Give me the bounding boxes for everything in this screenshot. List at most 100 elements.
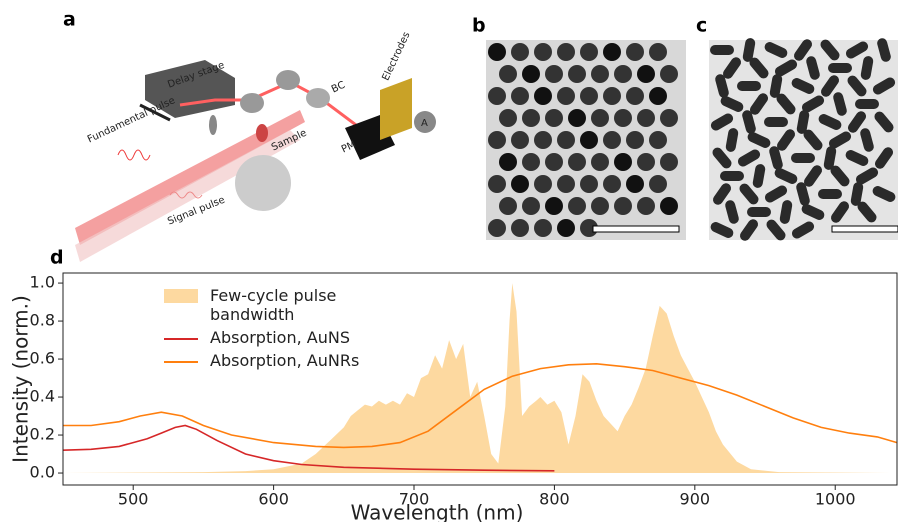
nanosphere: [603, 43, 621, 61]
x-axis-label: Wavelength (nm): [351, 501, 524, 522]
nanosphere: [511, 43, 529, 61]
nanosphere: [557, 87, 575, 105]
x-tick-label: 500: [118, 490, 149, 509]
nanosphere: [522, 109, 540, 127]
nanorod: [818, 189, 842, 199]
nanosphere: [637, 153, 655, 171]
legend-label: Absorption, AuNRs: [210, 351, 410, 370]
nanosphere: [614, 65, 632, 83]
nanosphere: [591, 109, 609, 127]
y-axis-label: Intensity (norm.): [9, 295, 33, 463]
nanosphere: [568, 153, 586, 171]
nanosphere: [534, 43, 552, 61]
nanosphere: [626, 131, 644, 149]
panel-label: b: [472, 15, 486, 37]
nanosphere: [534, 175, 552, 193]
nanorod: [855, 99, 879, 109]
nanosphere: [637, 109, 655, 127]
nanosphere: [488, 43, 506, 61]
x-tick-label: 600: [258, 490, 289, 509]
sample-zoom: [235, 155, 291, 211]
nanosphere: [649, 87, 667, 105]
nanosphere: [522, 197, 540, 215]
micrograph-particles: [488, 37, 897, 243]
nanosphere: [488, 131, 506, 149]
y-tick-label: 1.0: [30, 273, 55, 292]
electrodes: [380, 78, 412, 140]
nanosphere: [568, 109, 586, 127]
legend-item: Absorption, AuNRs: [160, 351, 410, 370]
nanosphere: [568, 197, 586, 215]
legend-swatch: [164, 361, 198, 363]
nanosphere: [591, 153, 609, 171]
scale-bar: [832, 226, 898, 232]
nanorod: [720, 171, 744, 181]
nanosphere: [637, 197, 655, 215]
figure: Delay stage Fundamental pulse Sample BC …: [0, 0, 898, 522]
nanosphere: [649, 131, 667, 149]
nanosphere: [545, 109, 563, 127]
nanosphere: [660, 153, 678, 171]
y-tick-label: 0.8: [30, 311, 55, 330]
nanorod: [764, 117, 788, 127]
nanosphere: [626, 43, 644, 61]
nanosphere: [603, 175, 621, 193]
nanorod: [737, 81, 761, 91]
mirror: [240, 93, 264, 113]
nanosphere: [660, 109, 678, 127]
y-tick-label: 0.2: [30, 425, 55, 444]
nanosphere: [626, 175, 644, 193]
legend-label: Absorption, AuNS: [210, 328, 410, 347]
nanosphere: [660, 65, 678, 83]
nanosphere: [603, 87, 621, 105]
mirror: [276, 70, 300, 90]
nanosphere: [488, 219, 506, 237]
nanosphere: [534, 131, 552, 149]
panel-label: c: [696, 15, 707, 37]
legend-swatch: [164, 338, 198, 340]
legend-item: Absorption, AuNS: [160, 328, 410, 347]
x-tick-label: 800: [539, 490, 570, 509]
x-tick-label: 1000: [815, 490, 856, 509]
panel-label: a: [63, 9, 76, 31]
nanorod: [710, 45, 734, 55]
beam-combiner: [306, 88, 330, 108]
nanosphere: [511, 131, 529, 149]
y-tick-label: 0.6: [30, 349, 55, 368]
panel-label: d: [50, 247, 64, 269]
nanosphere: [534, 87, 552, 105]
nanosphere: [557, 219, 575, 237]
nanorod: [828, 63, 852, 73]
nanosphere: [591, 197, 609, 215]
nanorod: [747, 207, 771, 217]
nanosphere: [603, 131, 621, 149]
nanosphere: [614, 109, 632, 127]
schematic-label: BC: [330, 80, 347, 96]
nanosphere: [580, 175, 598, 193]
y-tick-label: 0.4: [30, 387, 55, 406]
legend-label: Few-cycle pulse bandwidth: [210, 286, 380, 324]
scale-bar: [593, 226, 679, 232]
y-tick-label: 0.0: [30, 463, 55, 482]
schematic-label: Electrodes: [380, 30, 412, 82]
nanosphere: [511, 175, 529, 193]
nanosphere: [649, 43, 667, 61]
nanosphere: [580, 87, 598, 105]
nanosphere: [534, 219, 552, 237]
nanosphere: [488, 175, 506, 193]
nanosphere: [499, 109, 517, 127]
nanosphere: [660, 197, 678, 215]
page: {"panel_labels": ["a", "b", "c", "d"], "…: [0, 0, 898, 522]
pulse-icon: [118, 150, 150, 160]
nanosphere: [557, 43, 575, 61]
nanosphere: [545, 65, 563, 83]
nanosphere: [511, 87, 529, 105]
nanorod: [791, 153, 815, 163]
legend: Few-cycle pulse bandwidth Absorption, AuN…: [160, 286, 410, 374]
nanosphere: [557, 175, 575, 193]
nanosphere: [545, 197, 563, 215]
nanosphere: [649, 175, 667, 193]
nanosphere: [568, 65, 586, 83]
schematic-label: Fundamental pulse: [86, 95, 177, 145]
